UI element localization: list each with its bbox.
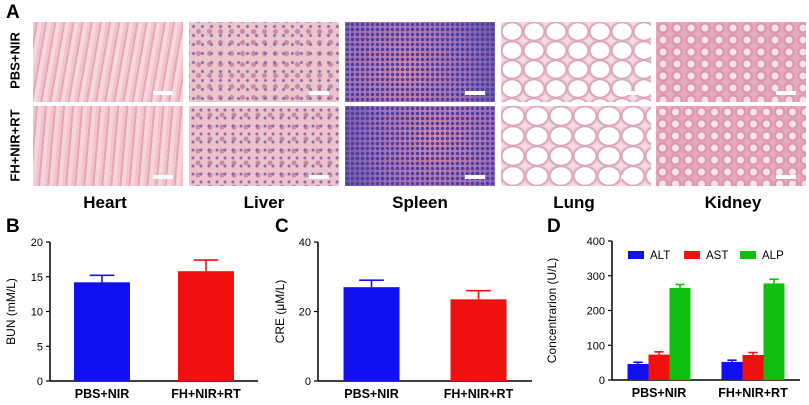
organ-label-lung: Lung (553, 193, 595, 212)
scale-bar (309, 175, 329, 179)
panel-label-b: B (6, 216, 20, 237)
legend-swatch (740, 251, 756, 259)
scale-bar (153, 175, 173, 179)
panel-label-c: C (275, 216, 289, 237)
scale-bar (153, 91, 173, 95)
y-axis-title: Concentrarion (U/L) (545, 258, 559, 363)
bar (669, 287, 691, 380)
x-tick-label: PBS+NIR (344, 387, 399, 401)
legend-label: ALT (650, 250, 670, 262)
row-label-fh: FH+NIR+RT (7, 109, 23, 182)
y-tick-label: 400 (587, 236, 605, 248)
lung-image-fh (501, 106, 651, 186)
y-tick-label: 100 (587, 340, 605, 352)
spleen-image-fh (345, 106, 495, 186)
organ-label-heart: Heart (83, 193, 127, 212)
bar (450, 299, 507, 381)
y-tick-label: 15 (31, 272, 43, 284)
bar (343, 287, 400, 381)
y-tick-label: 20 (299, 307, 311, 319)
scale-bar (309, 91, 329, 95)
bun-chart: 0 5 10 15 20 BUN (mM/L) PBS+NIR FH+NIR+RT (4, 237, 258, 401)
legend-swatch (628, 251, 644, 259)
y-axis-title: BUN (mM/L) (4, 278, 18, 345)
y-tick-label: 10 (31, 307, 43, 319)
lung-image-pbs (501, 22, 651, 102)
liver-enzyme-chart: 0 100 200 300 400 Concentrarion (U/L) PBS+NIR F… (545, 236, 800, 400)
bar (742, 354, 764, 380)
scale-bar (776, 91, 796, 95)
x-tick-label: FH+NIR+RT (444, 387, 514, 401)
bar (648, 354, 670, 380)
scale-bar (465, 175, 485, 179)
organ-label-kidney: Kidney (704, 193, 762, 212)
x-tick-label: FH+NIR+RT (718, 386, 788, 400)
heart-image-fh (33, 106, 183, 186)
bar (763, 283, 785, 380)
y-tick-label: 300 (587, 271, 605, 283)
bar (178, 271, 234, 381)
y-tick-label: 20 (31, 237, 43, 249)
panel-label-d: D (547, 216, 561, 237)
x-tick-label: FH+NIR+RT (171, 387, 241, 401)
kidney-image-pbs (656, 22, 806, 102)
scale-bar (621, 175, 641, 179)
legend-label: ALP (762, 250, 784, 262)
legend-label: AST (706, 250, 728, 262)
bar (627, 364, 649, 380)
x-tick-label: PBS+NIR (632, 386, 687, 400)
spleen-image-pbs (345, 22, 495, 102)
legend-swatch (684, 251, 700, 259)
y-axis-title: CRE (μM/L) (273, 280, 287, 344)
organ-label-liver: Liver (243, 193, 285, 212)
y-tick-label: 0 (37, 376, 43, 388)
y-tick-label: 0 (305, 376, 311, 388)
scale-bar (465, 91, 485, 95)
y-tick-label: 5 (37, 341, 43, 353)
organ-label-spleen: Spleen (392, 193, 448, 212)
x-tick-label: PBS+NIR (75, 387, 130, 401)
kidney-image-fh (656, 106, 806, 186)
y-tick-label: 0 (599, 375, 605, 387)
row-label-pbs: PBS+NIR (7, 32, 23, 89)
scale-bar (776, 175, 796, 179)
bar (74, 282, 130, 381)
panel-label-a: A (6, 2, 20, 23)
heart-image-pbs (33, 22, 183, 102)
liver-image-pbs (189, 22, 339, 102)
bar (721, 361, 743, 380)
liver-image-fh (189, 106, 339, 186)
y-tick-label: 40 (299, 237, 311, 249)
cre-chart: 0 20 40 CRE (μM/L) PBS+NIR FH+NIR+RT (273, 237, 532, 401)
y-tick-label: 200 (587, 306, 605, 318)
scale-bar (621, 91, 641, 95)
